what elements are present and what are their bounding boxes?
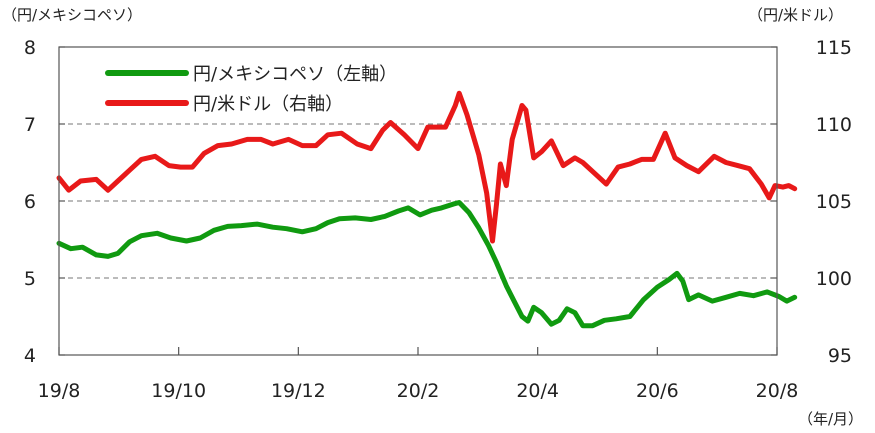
x-axis-unit: （年/月）	[798, 410, 863, 428]
legend-label-usd: 円/米ドル（右軸）	[193, 94, 343, 115]
left-axis: 4 5 6 7 8	[24, 37, 65, 367]
x-tick-label: 19/10	[151, 380, 206, 402]
x-tick-label: 20/2	[397, 380, 440, 402]
series-line-mxn	[56, 200, 798, 329]
legend-label-mxn: 円/メキシコペソ（左軸）	[193, 64, 397, 85]
right-tick-label: 100	[816, 268, 852, 290]
right-tick-label: 115	[816, 37, 852, 59]
right-axis: 95 100 105 110 115	[771, 37, 852, 367]
x-tick-label: 19/8	[38, 380, 81, 402]
series-line-usd	[56, 90, 798, 244]
left-tick-label: 5	[24, 268, 36, 290]
right-tick-label: 95	[828, 345, 852, 367]
left-tick-label: 4	[24, 345, 36, 367]
x-axis: 19/8 19/10 19/12 20/2 20/4 20/6 20/8	[38, 347, 799, 402]
plot-frame	[58, 46, 778, 356]
left-tick-label: 8	[24, 37, 36, 59]
series-layer	[56, 90, 798, 329]
x-tick-label: 19/12	[271, 380, 326, 402]
x-tick-label: 20/8	[756, 380, 799, 402]
x-tick-label: 20/4	[516, 380, 559, 402]
right-tick-label: 110	[816, 114, 852, 136]
left-axis-unit: （円/メキシコペソ）	[2, 6, 142, 24]
left-tick-label: 6	[24, 191, 36, 213]
right-tick-label: 105	[816, 191, 852, 213]
gridlines	[59, 123, 777, 279]
left-tick-label: 7	[24, 114, 36, 136]
x-tick-label: 20/6	[636, 380, 679, 402]
legend: 円/メキシコペソ（左軸） 円/米ドル（右軸）	[105, 64, 397, 115]
right-axis-unit: （円/米ドル）	[748, 6, 843, 24]
